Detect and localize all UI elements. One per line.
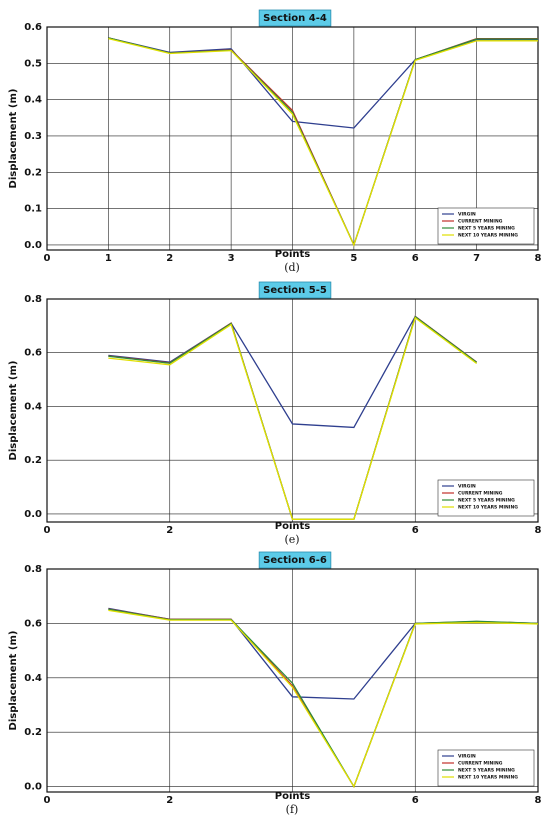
legend-label: NEXT 5 YEARS MINING xyxy=(458,768,515,774)
y-tick-label: 0.0 xyxy=(24,782,42,793)
series-line xyxy=(108,37,538,129)
y-tick-label: 0.0 xyxy=(24,509,42,520)
chart-title: Section 4-4 xyxy=(263,13,327,24)
legend-label: CURRENT MINING xyxy=(458,219,503,225)
title-box xyxy=(258,281,332,299)
y-tick-label: 0.6 xyxy=(24,618,42,629)
x-axis-title: Points xyxy=(275,791,311,802)
y-tick-label: 0.0 xyxy=(24,240,42,251)
legend-label: NEXT 10 YEARS MINING xyxy=(458,775,518,781)
y-axis-title: Displacement (m) xyxy=(8,361,19,461)
x-tick-label: 2 xyxy=(166,525,173,536)
x-tick-label: 0 xyxy=(44,795,51,806)
x-tick-label: 8 xyxy=(535,795,542,806)
x-axis-title: Points xyxy=(275,249,311,260)
caption: (e) xyxy=(284,533,299,546)
y-tick-label: 0.2 xyxy=(24,727,42,738)
y-tick-label: 0.2 xyxy=(24,455,42,466)
caption: (f) xyxy=(286,803,299,816)
y-tick-label: 0.2 xyxy=(24,167,42,178)
y-tick-label: 0.8 xyxy=(24,294,42,305)
legend-label: NEXT 10 YEARS MINING xyxy=(458,505,518,511)
x-axis-title: Points xyxy=(275,521,311,532)
x-tick-label: 2 xyxy=(166,253,173,264)
x-tick-label: 0 xyxy=(44,253,51,264)
y-tick-label: 0.5 xyxy=(24,58,42,69)
chart-panel: Section 4-4 0.0 0.1 0.2 0.3 0.4 0.5 0.6 0 1 2 3 5 6 7 8… xyxy=(8,9,542,274)
plot-frame xyxy=(46,298,539,523)
x-tick-label: 5 xyxy=(350,253,357,264)
title-box xyxy=(258,551,332,569)
legend-label: VIRGIN xyxy=(458,484,476,490)
chart-panel: Section 6-6 0.0 0.2 0.4 0.6 0.8 0 2 6 8 Points Disp… xyxy=(8,551,542,816)
series-line xyxy=(108,316,478,520)
x-tick-label: 6 xyxy=(412,795,419,806)
y-axis-title: Displacement (m) xyxy=(8,631,19,731)
legend-label: CURRENT MINING xyxy=(458,761,503,767)
chart-title: Section 6-6 xyxy=(263,555,327,566)
plot-frame xyxy=(46,568,539,793)
y-axis-title: Displacement (m) xyxy=(8,89,19,189)
plot-frame xyxy=(46,26,539,251)
title-box xyxy=(258,9,332,27)
legend-label: NEXT 10 YEARS MINING xyxy=(458,233,518,239)
x-tick-label: 0 xyxy=(44,525,51,536)
x-tick-label: 8 xyxy=(535,525,542,536)
x-tick-label: 7 xyxy=(473,253,480,264)
x-tick-label: 6 xyxy=(412,525,419,536)
chart-panel: Section 5-5 0.0 0.2 0.4 0.6 0.8 0 2 6 8 Points Disp… xyxy=(8,281,542,546)
legend-label: NEXT 5 YEARS MINING xyxy=(458,498,515,504)
y-tick-label: 0.4 xyxy=(24,673,42,684)
chart-title: Section 5-5 xyxy=(263,285,327,296)
y-tick-label: 0.8 xyxy=(24,564,42,575)
x-tick-label: 3 xyxy=(228,253,235,264)
y-tick-label: 0.6 xyxy=(24,22,42,33)
y-tick-label: 0.1 xyxy=(24,204,42,215)
legend-label: CURRENT MINING xyxy=(458,491,503,497)
y-tick-label: 0.3 xyxy=(24,131,42,142)
y-tick-label: 0.4 xyxy=(24,95,42,106)
series-line xyxy=(108,37,538,247)
y-tick-label: 0.6 xyxy=(24,348,42,359)
legend-label: VIRGIN xyxy=(458,754,476,760)
y-tick-label: 0.4 xyxy=(24,401,42,412)
caption: (d) xyxy=(284,261,300,274)
x-tick-label: 2 xyxy=(166,795,173,806)
x-tick-label: 1 xyxy=(105,253,112,264)
legend-label: NEXT 5 YEARS MINING xyxy=(458,226,515,232)
series-line xyxy=(108,609,539,789)
x-tick-label: 6 xyxy=(412,253,419,264)
legend-label: VIRGIN xyxy=(458,212,476,218)
x-tick-label: 8 xyxy=(535,253,542,264)
